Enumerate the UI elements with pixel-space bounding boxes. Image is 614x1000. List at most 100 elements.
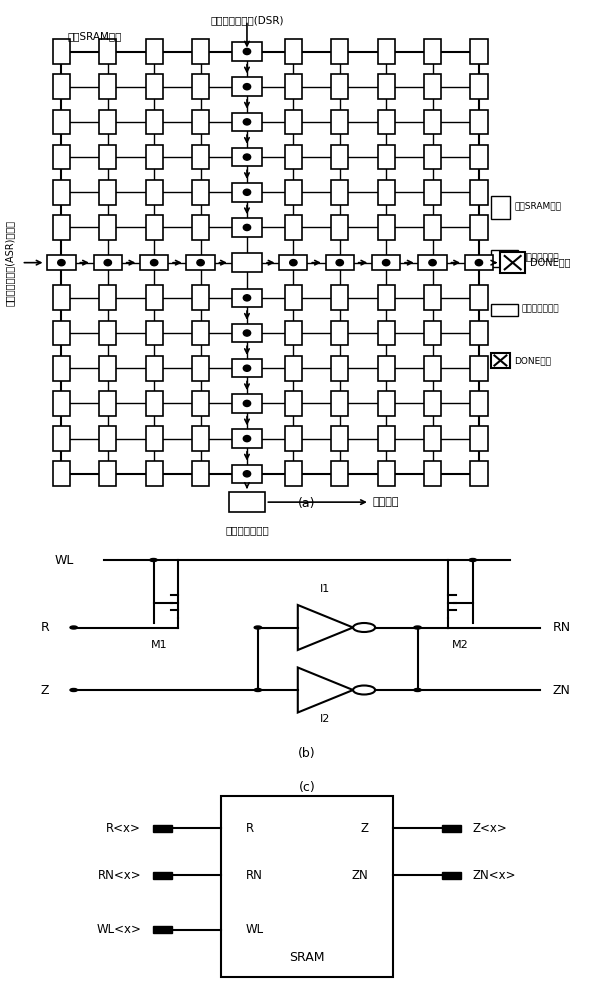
Circle shape: [243, 84, 251, 90]
Bar: [279, 255, 308, 270]
Bar: [470, 215, 488, 240]
Bar: [192, 39, 209, 64]
Bar: [424, 426, 441, 451]
Circle shape: [243, 400, 251, 407]
Bar: [331, 180, 348, 205]
Text: RN: RN: [246, 869, 262, 882]
Bar: [231, 394, 262, 413]
Circle shape: [290, 260, 297, 266]
Text: 配置SRAM单元: 配置SRAM单元: [515, 202, 562, 211]
Bar: [99, 215, 117, 240]
Bar: [231, 183, 262, 202]
Text: 配置SRAM单元: 配置SRAM单元: [68, 31, 122, 41]
Bar: [221, 796, 393, 976]
Text: 回读码流: 回读码流: [373, 497, 399, 507]
Circle shape: [243, 471, 251, 477]
Circle shape: [150, 260, 158, 266]
Circle shape: [70, 688, 77, 692]
Bar: [424, 321, 441, 345]
Bar: [99, 426, 117, 451]
Bar: [99, 74, 117, 99]
Bar: [53, 145, 70, 169]
Text: R<x>: R<x>: [106, 822, 141, 835]
Circle shape: [475, 260, 483, 266]
Bar: [285, 426, 302, 451]
Bar: [231, 429, 262, 448]
Bar: [228, 492, 265, 512]
Text: 数据移位寄存器: 数据移位寄存器: [522, 253, 559, 262]
Bar: [470, 356, 488, 381]
Bar: [424, 356, 441, 381]
Circle shape: [336, 260, 343, 266]
Bar: [331, 39, 348, 64]
Circle shape: [58, 260, 65, 266]
Bar: [424, 285, 441, 310]
Bar: [192, 110, 209, 134]
Bar: [285, 180, 302, 205]
Bar: [146, 321, 163, 345]
Bar: [470, 110, 488, 134]
Bar: [470, 180, 488, 205]
Bar: [146, 110, 163, 134]
Bar: [99, 321, 117, 345]
Bar: [53, 215, 70, 240]
Bar: [99, 391, 117, 416]
Bar: [146, 145, 163, 169]
Text: M2: M2: [452, 640, 469, 650]
Bar: [378, 461, 395, 486]
Bar: [378, 180, 395, 205]
Bar: [285, 461, 302, 486]
Bar: [154, 825, 172, 832]
Bar: [465, 255, 493, 270]
Circle shape: [243, 224, 251, 231]
Bar: [285, 74, 302, 99]
Bar: [231, 359, 262, 377]
Circle shape: [414, 688, 421, 692]
Bar: [192, 356, 209, 381]
Text: WL<x>: WL<x>: [96, 923, 141, 936]
Bar: [378, 39, 395, 64]
Circle shape: [197, 260, 204, 266]
Bar: [192, 461, 209, 486]
Bar: [442, 825, 460, 832]
Circle shape: [70, 626, 77, 629]
Bar: [192, 426, 209, 451]
Text: ZN: ZN: [352, 869, 368, 882]
Bar: [470, 321, 488, 345]
Circle shape: [414, 626, 421, 629]
Bar: [99, 356, 117, 381]
Circle shape: [254, 626, 262, 629]
Bar: [53, 39, 70, 64]
Circle shape: [254, 688, 262, 692]
Circle shape: [243, 330, 251, 336]
Bar: [99, 39, 117, 64]
Bar: [53, 356, 70, 381]
Bar: [331, 215, 348, 240]
Text: R: R: [41, 621, 49, 634]
Bar: [231, 42, 262, 61]
Circle shape: [469, 558, 476, 562]
Bar: [424, 391, 441, 416]
Bar: [192, 74, 209, 99]
Bar: [146, 426, 163, 451]
Bar: [424, 215, 441, 240]
Bar: [53, 180, 70, 205]
Bar: [146, 461, 163, 486]
Bar: [470, 426, 488, 451]
Bar: [424, 180, 441, 205]
Bar: [378, 426, 395, 451]
Bar: [491, 353, 510, 368]
Bar: [424, 110, 441, 134]
Text: SRAM: SRAM: [289, 951, 325, 964]
Bar: [491, 304, 518, 316]
Bar: [231, 253, 262, 272]
Bar: [53, 74, 70, 99]
Text: WL: WL: [54, 554, 74, 566]
Bar: [47, 255, 76, 270]
Bar: [53, 321, 70, 345]
Bar: [192, 321, 209, 345]
Text: ZN<x>: ZN<x>: [473, 869, 516, 882]
Text: ZN: ZN: [553, 684, 570, 696]
Bar: [285, 391, 302, 416]
Bar: [491, 196, 510, 219]
